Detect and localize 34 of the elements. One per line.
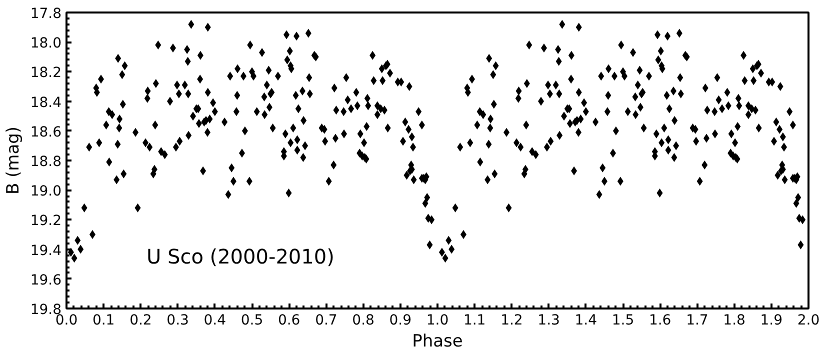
y-tick-label: 18.0 [30,36,62,52]
y-tick-label: 18.4 [30,94,62,111]
x-tick-label: 0.8 [352,312,374,328]
y-tick-label: 18.6 [30,124,62,140]
annotation: U Sco (2000-2010) [146,244,334,268]
y-tick-label: 18.8 [30,154,62,170]
y-tick-label: 19.6 [30,272,62,288]
y-tick-label: 19.4 [30,242,62,259]
y-axis-title: B (mag) [3,126,24,195]
y-tick-label: 17.8 [30,6,62,22]
x-tick-label: 0.7 [315,312,338,328]
x-tick-label: 2.0 [797,312,820,328]
x-tick-label: 1.6 [648,312,672,328]
x-tick-label: 0.2 [130,312,152,328]
x-tick-label: 1.9 [760,312,783,328]
x-tick-label: 1.7 [686,312,708,328]
x-tick-label: 0.5 [240,312,264,328]
y-tick-label: 18.2 [30,65,62,82]
x-axis-title: Phase [412,332,463,352]
x-tick-label: 1.2 [500,312,523,328]
y-tick-label: 19.0 [30,184,62,200]
x-tick-label: 1.0 [426,312,449,328]
x-tick-label: 1.4 [574,312,598,328]
x-tick-label: 0.3 [166,312,189,328]
x-tick-label: 1.5 [612,312,634,328]
x-tick-label: 1.1 [463,312,486,328]
x-tick-label: 0.6 [278,312,300,328]
x-tick-label: 1.3 [538,312,560,328]
x-tick-label: 0.4 [204,312,226,328]
x-tick-label: 0.0 [55,312,78,328]
x-tick-label: 0.1 [92,312,115,328]
x-tick-label: 1.8 [723,312,746,328]
y-tick-label: 19.2 [30,213,62,230]
x-tick-label: 0.9 [389,312,412,328]
